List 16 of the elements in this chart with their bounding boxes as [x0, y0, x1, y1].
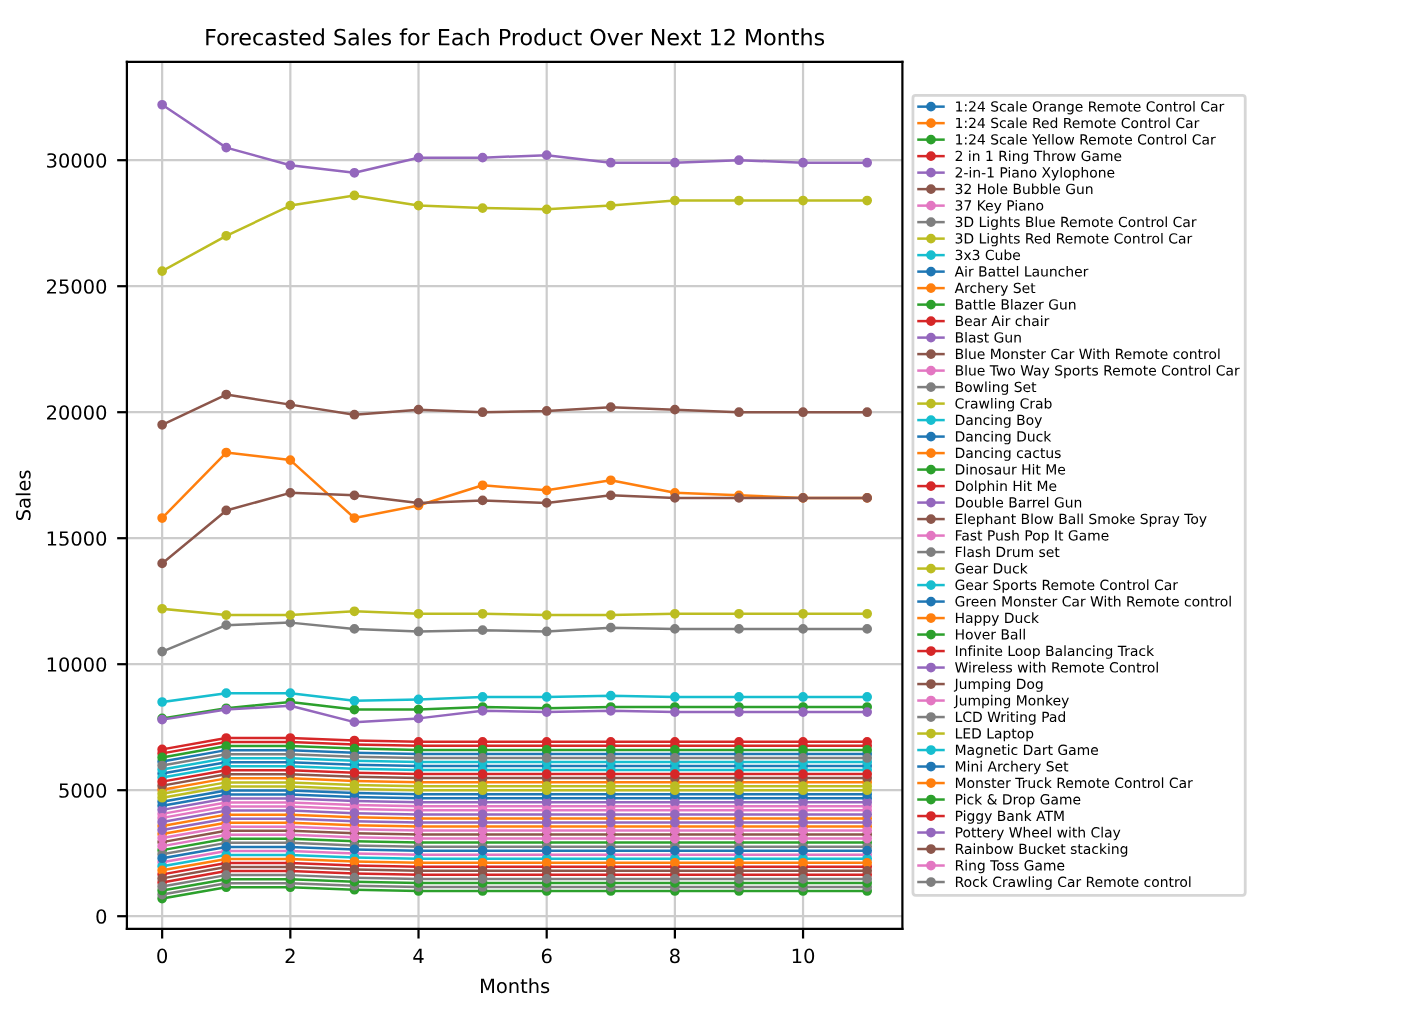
y-tick-label: 10000: [47, 657, 107, 672]
x-tick-label: 0: [157, 948, 168, 964]
y-tick-label: 25000: [47, 279, 107, 294]
x-tick-label: 10: [792, 948, 815, 964]
x-tick-label: 8: [670, 948, 680, 964]
y-tick-label: 0: [96, 909, 107, 924]
y-tick-label: 15000: [47, 531, 107, 546]
y-tick-label: 5000: [59, 783, 107, 798]
x-tick-label: 2: [285, 948, 295, 964]
x-tick-label: 6: [541, 948, 552, 964]
y-tick-label: 20000: [47, 405, 107, 420]
y-tick-label: 30000: [47, 153, 107, 168]
x-tick-label: 4: [413, 948, 424, 964]
y-axis-title: Sales: [15, 470, 31, 520]
x-axis-title: Months: [481, 978, 550, 994]
chart-title: Forecasted Sales for Each Product Over Next 12 Months: [206, 28, 825, 46]
